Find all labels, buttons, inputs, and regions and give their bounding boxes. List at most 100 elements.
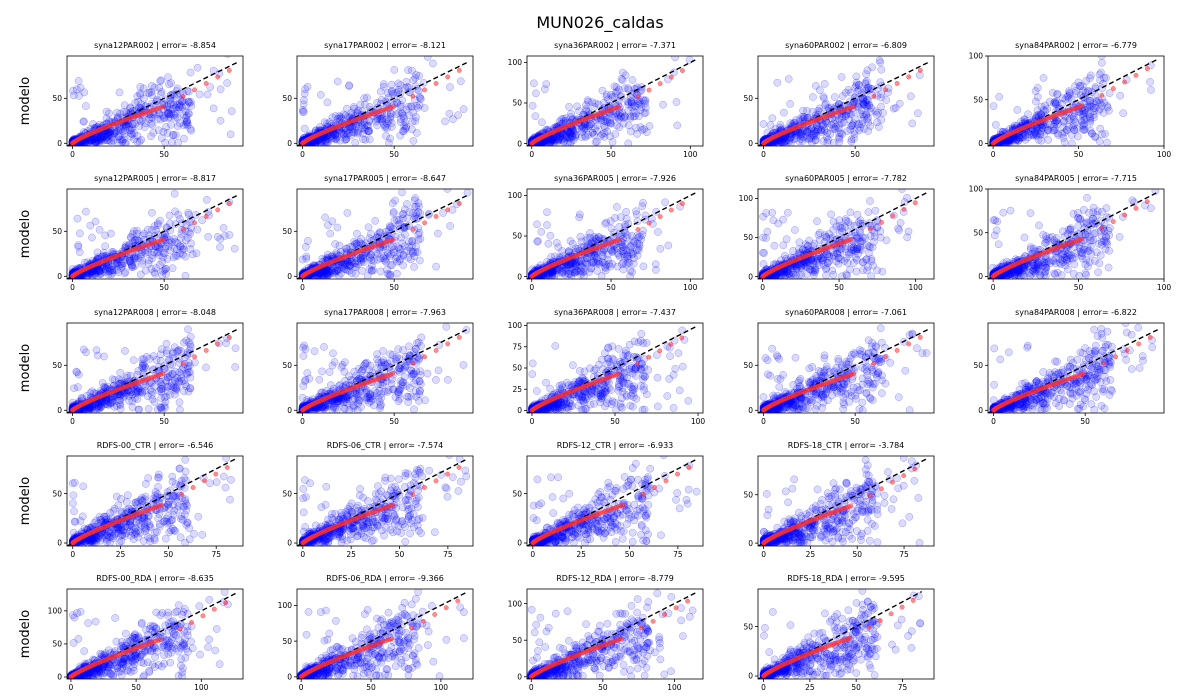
scatter-point [631, 112, 639, 121]
scatter-point [89, 135, 97, 144]
scatter-point [117, 125, 126, 134]
scatter-point [360, 124, 369, 132]
scatter-point [114, 127, 122, 135]
scatter-point [162, 123, 170, 131]
scatter-point [204, 232, 213, 241]
quantile-point [1144, 66, 1150, 72]
scatter-point [155, 83, 164, 92]
x-tick-label: 100 [683, 150, 698, 159]
scatter-point [80, 117, 88, 126]
scatter-point [1072, 90, 1080, 98]
scatter-point [416, 94, 424, 103]
scatter-point [659, 100, 667, 109]
scatter-point [861, 78, 870, 87]
scatter-point [624, 85, 633, 94]
scatter-point [350, 125, 359, 134]
scatter-point [398, 189, 406, 197]
scatter-point [135, 122, 144, 130]
scatter-point [176, 101, 185, 110]
scatter-point [350, 104, 359, 113]
scatter-point [135, 137, 144, 146]
scatter-point [358, 121, 367, 130]
scatter-point [341, 111, 350, 120]
scatter-point [441, 117, 449, 126]
scatter-point [553, 133, 562, 142]
scatter-point [384, 117, 393, 125]
scatter-point [183, 117, 191, 126]
scatter-point [564, 139, 572, 146]
scatter-point [588, 98, 596, 107]
scatter-point [227, 107, 236, 116]
x-tick-label: 0 [761, 150, 766, 159]
scatter-point [127, 126, 136, 134]
scatter-point [316, 138, 325, 146]
scatter-point [1103, 138, 1111, 146]
scatter-point [88, 136, 97, 144]
y-tick-label: 50 [973, 95, 983, 104]
scatter-point [673, 121, 682, 130]
scatter-point [325, 118, 334, 126]
scatter-point [866, 122, 875, 130]
scatter-point [350, 128, 359, 137]
scatter-point [167, 120, 175, 129]
scatter-point [233, 162, 240, 169]
scatter-point [619, 243, 627, 251]
scatter-point [843, 127, 851, 135]
scatter-point [858, 117, 867, 125]
scatter-point [332, 267, 340, 275]
scatter-point [97, 132, 106, 141]
scatter-point [1103, 101, 1112, 110]
scatter-point [397, 115, 405, 124]
y-tick-label: 100 [508, 191, 523, 200]
scatter-point [165, 110, 174, 118]
scatter-point [311, 139, 320, 146]
scatter-point [171, 237, 179, 246]
scatter-point [572, 130, 580, 139]
scatter-point [345, 82, 353, 90]
scatter-point [759, 120, 768, 128]
scatter-point [671, 56, 679, 62]
scatter-point [565, 133, 574, 142]
scatter-point [333, 223, 342, 232]
scatter-point [181, 271, 190, 279]
scatter-point [340, 130, 348, 139]
scatter-point [342, 135, 351, 144]
scatter-point [409, 136, 418, 145]
scatter-point [169, 98, 177, 106]
quantile-point [203, 80, 209, 86]
scatter-point [131, 99, 140, 107]
scatter-point [115, 132, 124, 140]
scatter-point [224, 56, 231, 58]
scatter-point [532, 89, 540, 98]
scatter-point [383, 124, 391, 132]
scatter-point [76, 229, 84, 238]
scatter-point [559, 130, 568, 139]
scatter-point [634, 244, 643, 253]
quantile-point [445, 207, 451, 213]
scatter-point [372, 248, 381, 257]
scatter-point [118, 138, 127, 146]
scatter-point [387, 86, 396, 95]
scatter-point [378, 114, 386, 123]
scatter-point [167, 109, 176, 118]
scatter-point [91, 139, 99, 146]
scatter-point [863, 66, 872, 75]
scatter-point [93, 133, 102, 142]
scatter-point [838, 92, 847, 100]
quantile-point [160, 104, 166, 110]
scatter-point [797, 130, 806, 138]
scatter-point [360, 100, 369, 109]
scatter-point [816, 126, 825, 134]
scatter-point [401, 230, 409, 239]
scatter-point [408, 125, 416, 134]
scatter-point [173, 113, 182, 122]
scatter-point [149, 128, 158, 137]
quantile-point [894, 80, 900, 86]
scatter-point [171, 109, 180, 118]
scatter-point [91, 217, 100, 226]
scatter-point [617, 75, 626, 83]
quantile-point [1133, 72, 1139, 78]
scatter-point [383, 265, 391, 274]
